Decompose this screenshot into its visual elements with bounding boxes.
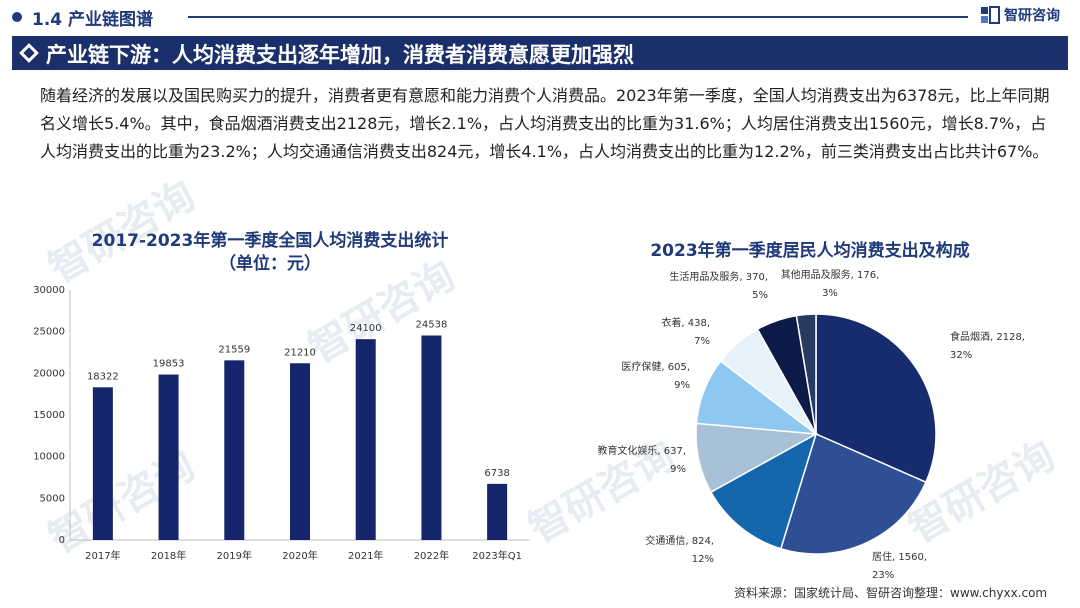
bar-chart-title-text: 2017-2023年第一季度全国人均消费支出统计 (91, 231, 449, 251)
pie-chart-title: 2023年第一季度居民人均消费支出及构成 (650, 241, 970, 261)
x-tick-label: 2022年 (414, 549, 449, 562)
x-tick-label: 2021年 (348, 549, 383, 562)
slice-label: 衣着, 438, 7% (661, 316, 710, 347)
data-label: 24538 (416, 320, 448, 331)
x-tick-label: 2018年 (151, 549, 186, 562)
pie-chart: 食品烟酒, 2128, 32% 居住, 1560, 23% 交通通信, 824, 12% 教… (597, 268, 1025, 580)
brand-logo: 智研咨询 (980, 5, 1060, 25)
pie-slice (709, 432, 818, 550)
bullet-icon (12, 12, 22, 22)
bar-chart-title: 2017-2023年第一季度全国人均消费支出统计 （单位：元） (60, 230, 480, 276)
y-tick-label: 5000 (40, 493, 65, 504)
y-tick-label: 30000 (33, 285, 65, 296)
slice-label: 食品烟酒, 2128, 32% (950, 330, 1025, 361)
x-tick-label: 2019年 (217, 549, 252, 562)
section-banner: 产业链下游：人均消费支出逐年增加，消费者消费意愿更加强烈 (12, 36, 1068, 70)
slice-label: 居住, 1560, 23% (872, 550, 927, 580)
data-label: 24100 (350, 323, 382, 334)
data-label: 21559 (218, 344, 250, 355)
pie-slice (815, 313, 937, 484)
y-tick-label: 0 (59, 535, 65, 546)
data-label: 18322 (87, 371, 119, 382)
data-label: 21210 (284, 347, 316, 358)
brand-name: 智研咨询 (1004, 8, 1060, 24)
x-tick-label: 2023年Q1 (472, 549, 522, 562)
y-tick-label: 25000 (33, 327, 65, 338)
y-tick-label: 10000 (33, 452, 65, 463)
bar (92, 387, 113, 540)
header-divider (188, 16, 968, 18)
data-label: 6738 (484, 468, 509, 479)
bar-chart: 0 5000 10000 15000 20000 25000 30000 18322 2017年… (33, 285, 530, 562)
top-bar: 1.4 产业链图谱 智研咨询 (0, 0, 1080, 34)
x-tick-label: 2020年 (282, 549, 317, 562)
bar (421, 335, 442, 540)
bar (158, 374, 179, 540)
slice-label: 教育文化娱乐, 637, 9% (597, 444, 686, 475)
slice-label: 其他用品及服务, 176, 3% (781, 268, 880, 299)
brand-mark-icon (981, 6, 1000, 24)
bar (290, 363, 310, 540)
bar-chart-subtitle: （单位：元） (219, 254, 321, 274)
slice-label: 医疗保健, 605, 9% (621, 360, 690, 391)
slice-label: 交通通信, 824, 12% (645, 534, 714, 565)
slice-label: 生活用品及服务, 370, 5% (669, 270, 768, 301)
pie-slice (779, 432, 927, 555)
data-label: 19853 (153, 359, 185, 370)
section-title: 1.4 产业链图谱 (32, 10, 154, 30)
x-tick-label: 2017年 (85, 549, 120, 562)
diamond-icon (19, 43, 39, 63)
source-note: 资料来源：国家统计局、智研咨询整理：www.chyxx.com (734, 586, 1048, 600)
y-tick-label: 20000 (33, 368, 65, 379)
pie-slice (795, 313, 817, 435)
bar (224, 360, 245, 540)
bar (487, 483, 508, 540)
bar (355, 339, 376, 540)
banner-title: 产业链下游：人均消费支出逐年增加，消费者消费意愿更加强烈 (46, 43, 634, 67)
y-tick-label: 15000 (33, 410, 65, 421)
intro-paragraph: 随着经济的发展以及国民购买力的提升，消费者更有意愿和能力消费个人消费品。2023… (40, 86, 1050, 161)
